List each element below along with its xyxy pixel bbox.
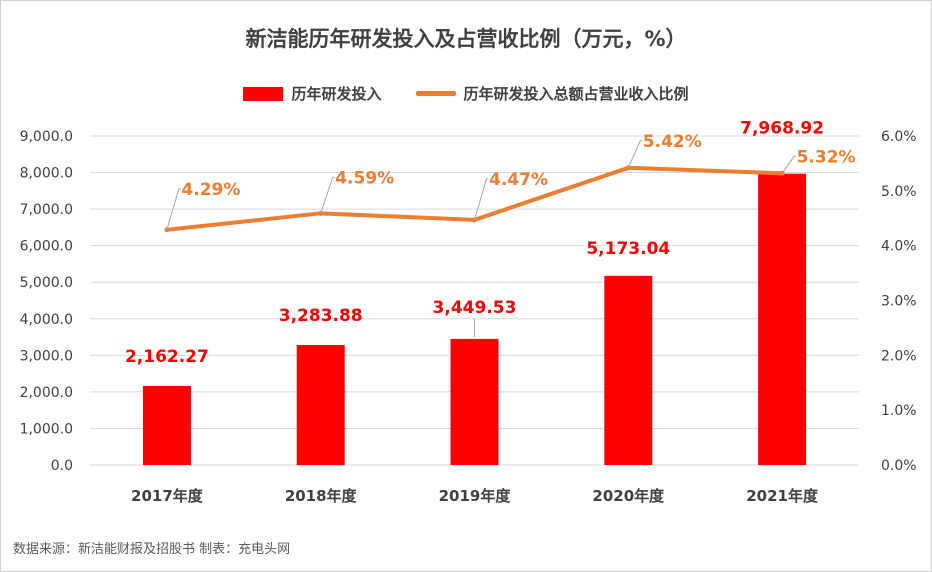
- bar: [296, 344, 345, 465]
- y-right-tick-label: 4.0%: [881, 239, 917, 255]
- line-value-label: 4.29%: [181, 180, 240, 200]
- line-label-leader: [627, 140, 643, 169]
- y-left-tick-label: 3,000.0: [20, 348, 73, 364]
- y-left-tick-label: 1,000.0: [20, 421, 73, 437]
- bar-value-label: 2,162.27: [125, 347, 209, 367]
- legend-swatch-line: [415, 91, 456, 96]
- x-category-label: 2019年度: [439, 487, 512, 505]
- line-label-leader: [781, 155, 797, 174]
- bar: [604, 275, 653, 465]
- y-left-tick-label: 5,000.0: [20, 275, 73, 291]
- y-left-tick-label: 4,000.0: [20, 312, 73, 328]
- x-category-label: 2021年度: [746, 487, 819, 505]
- legend-item-line: 历年研发投入总额占营业收入比例: [415, 83, 689, 104]
- bar: [758, 173, 807, 465]
- y-right-tick-label: 2.0%: [881, 348, 917, 364]
- line-label-leader: [320, 176, 335, 214]
- x-category-label: 2020年度: [592, 487, 665, 505]
- legend-label-bar: 历年研发投入: [291, 85, 382, 103]
- y-left-tick-label: 9,000.0: [20, 129, 73, 145]
- y-left-tick-label: 6,000.0: [20, 239, 73, 255]
- line-value-label: 5.32%: [797, 147, 856, 167]
- y-right-tick-label: 0.0%: [881, 458, 917, 474]
- y-right-tick-label: 1.0%: [881, 403, 917, 419]
- bar-value-label: 7,968.92: [740, 119, 824, 139]
- bar-value-label: 3,283.88: [279, 306, 363, 326]
- legend-item-bar: 历年研发投入: [243, 83, 382, 104]
- y-right-tick-label: 5.0%: [881, 184, 917, 200]
- legend-label-line: 历年研发投入总额占营业收入比例: [463, 85, 689, 103]
- bar-value-label: 3,449.53: [433, 298, 517, 318]
- y-left-tick-label: 8,000.0: [20, 166, 73, 182]
- line-label-leader: [166, 188, 181, 230]
- x-category-label: 2018年度: [285, 487, 358, 505]
- bar-value-label: 5,173.04: [586, 239, 670, 259]
- y-right-tick-label: 6.0%: [881, 129, 917, 145]
- chart-legend: 历年研发投入 历年研发投入总额占营业收入比例: [1, 83, 931, 104]
- chart-title: 新洁能历年研发投入及占营收比例（万元，%）: [245, 27, 687, 51]
- line-label-leader: [474, 178, 489, 221]
- y-left-tick-label: 7,000.0: [20, 202, 73, 218]
- bar: [142, 385, 191, 465]
- line-value-label: 4.47%: [489, 170, 548, 190]
- line-value-label: 4.59%: [335, 168, 394, 188]
- line-value-label: 5.42%: [643, 132, 702, 152]
- legend-swatch-bar: [243, 86, 284, 101]
- bar: [450, 338, 499, 465]
- y-left-tick-label: 0.0: [51, 458, 73, 474]
- y-left-tick-label: 2,000.0: [20, 385, 73, 401]
- source-note: 数据来源：新洁能财报及招股书 制表：充电头网: [13, 542, 291, 557]
- y-right-tick-label: 3.0%: [881, 294, 917, 310]
- x-category-label: 2017年度: [131, 487, 204, 505]
